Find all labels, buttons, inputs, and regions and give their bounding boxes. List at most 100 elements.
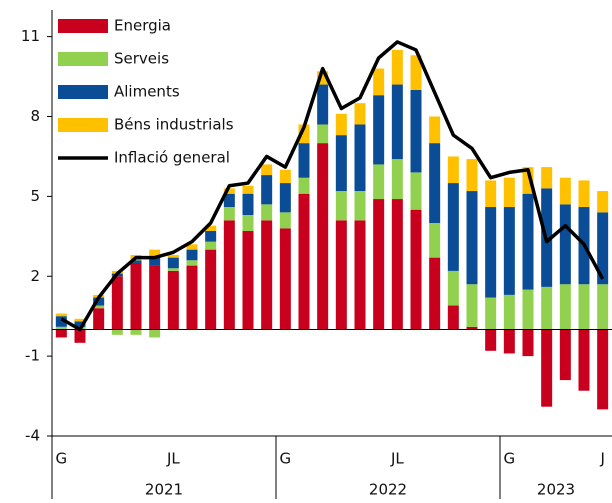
bar-segment xyxy=(186,265,198,330)
y-tick-label: 8 xyxy=(30,107,40,125)
bar-segment xyxy=(578,284,590,330)
bar-segment xyxy=(503,177,515,208)
bar-segment xyxy=(466,284,478,327)
bar-segment xyxy=(149,249,161,258)
bar-segment xyxy=(93,308,105,330)
bar-segment xyxy=(410,89,422,173)
bar-segment xyxy=(298,193,310,330)
bar-segment xyxy=(261,220,273,330)
bar-segment xyxy=(242,230,254,330)
bar-segment xyxy=(429,116,441,144)
bar-segment xyxy=(597,212,609,285)
bar-segment xyxy=(466,191,478,285)
bar-segment xyxy=(242,193,254,216)
bar-segment xyxy=(205,230,217,242)
bar-segment xyxy=(298,143,310,178)
bar-segment xyxy=(130,260,142,263)
bar-segment xyxy=(391,199,403,330)
bar-segment xyxy=(466,326,478,330)
line-series xyxy=(60,40,605,332)
bar-segment xyxy=(167,254,179,258)
x-tick-label: G xyxy=(280,450,292,468)
bar-segment xyxy=(130,262,142,330)
bar-segment xyxy=(223,220,235,330)
bar-segment xyxy=(223,207,235,221)
bar-segment xyxy=(317,71,329,85)
y-tick-label: -4 xyxy=(25,427,40,445)
bar-segment xyxy=(541,329,553,407)
bar-segment xyxy=(559,329,571,381)
bar-segment xyxy=(186,260,198,266)
bar-segment xyxy=(335,191,347,221)
year-label: 2023 xyxy=(537,481,575,499)
bar-segment xyxy=(55,313,67,317)
bar-segment xyxy=(597,329,609,410)
legend-label: Inflació general xyxy=(114,149,230,167)
bar-segment xyxy=(391,49,403,85)
bar-segment xyxy=(466,159,478,192)
bar-segment xyxy=(354,220,366,330)
bar-segment xyxy=(429,223,441,258)
bar-segment xyxy=(298,177,310,194)
bar-segment xyxy=(503,329,515,354)
bar-segment xyxy=(261,164,273,176)
legend-swatch xyxy=(58,118,108,132)
bar-segment xyxy=(335,220,347,330)
bar-segment xyxy=(354,191,366,221)
legend-label: Béns industrials xyxy=(114,116,234,134)
bar-segment xyxy=(242,215,254,231)
bar-segment xyxy=(279,169,291,184)
bar-segment xyxy=(410,209,422,330)
bar-segment xyxy=(597,284,609,330)
bar-segment xyxy=(279,212,291,229)
bar-segment xyxy=(317,124,329,144)
legend-label: Energia xyxy=(114,17,171,35)
bar-segment xyxy=(74,318,86,322)
bar-segment xyxy=(111,276,123,330)
bar-segment xyxy=(485,329,497,351)
bar-segment xyxy=(205,249,217,330)
bar-segment xyxy=(485,180,497,208)
bar-segment xyxy=(559,177,571,205)
bar-segment xyxy=(242,185,254,194)
legend-swatch xyxy=(58,19,108,33)
y-tick-label: 2 xyxy=(30,267,40,285)
bar-segment xyxy=(410,55,422,90)
bar-segment xyxy=(317,84,329,125)
bar-segment xyxy=(186,244,198,250)
bar-segment xyxy=(447,270,459,306)
bar-segment xyxy=(522,329,534,357)
bar-segment xyxy=(55,316,67,327)
y-tick-label: 5 xyxy=(30,187,40,205)
bar-segment xyxy=(186,249,198,261)
bar-segment xyxy=(261,204,273,221)
x-tick-label: G xyxy=(56,450,68,468)
bar-segment xyxy=(167,257,179,269)
bar-segment xyxy=(279,228,291,330)
bar-segment xyxy=(167,270,179,330)
bar-segment xyxy=(522,289,534,330)
bar-segment xyxy=(149,265,161,330)
bar-segment xyxy=(447,183,459,271)
bar-segment xyxy=(410,172,422,210)
y-tick-label: 11 xyxy=(21,27,40,45)
x-tick-label: G xyxy=(504,450,516,468)
bar-segment xyxy=(578,329,590,391)
bar-segment xyxy=(335,113,347,136)
bar-segment xyxy=(373,164,385,200)
bar-segment xyxy=(74,321,86,327)
bar-segment xyxy=(559,284,571,330)
bar-segment xyxy=(93,297,105,306)
bar-segment xyxy=(373,68,385,96)
bar-segment xyxy=(429,257,441,330)
legend-swatch xyxy=(58,52,108,66)
bar-segment xyxy=(391,159,403,200)
bar-segment xyxy=(522,167,534,194)
bar-segment xyxy=(447,305,459,330)
x-tick-label: JL xyxy=(390,450,404,468)
bar-segment xyxy=(93,305,105,309)
bar-segment xyxy=(223,193,235,208)
bar-segment xyxy=(503,207,515,295)
legend-swatch xyxy=(58,85,108,99)
